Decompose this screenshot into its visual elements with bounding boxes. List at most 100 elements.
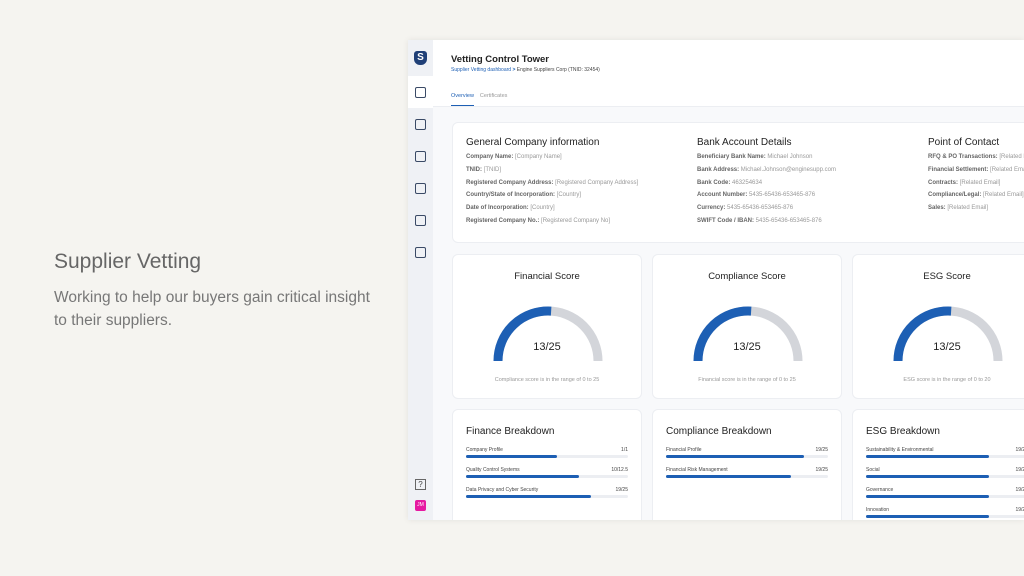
breakdown-item: Innovation 19/25	[866, 507, 1024, 518]
item-value: 19/25	[1015, 467, 1024, 473]
info-row: Currency: 5435-65436-653465-876	[697, 202, 836, 215]
tab-certificates[interactable]: Certificates	[479, 93, 508, 99]
score-title: ESG Score	[923, 271, 971, 282]
item-label: Company Profile	[466, 447, 503, 453]
field-label: Currency:	[697, 205, 726, 212]
field-value: 5435-65436-653465-876	[749, 192, 816, 199]
breakdown-card: Compliance Breakdown Financial Profile 19/…	[652, 409, 842, 520]
breadcrumb: Supplier Vetting dashboard > Engine Supp…	[451, 67, 600, 73]
field-label: Financial Settlement:	[928, 166, 989, 173]
layout-icon[interactable]	[415, 119, 426, 130]
breakdown-title: Finance Breakdown	[466, 426, 555, 437]
page-title: Vetting Control Tower	[451, 54, 549, 65]
field-label: Country/State of Incorporation:	[466, 192, 555, 199]
breadcrumb-link[interactable]: Supplier Vetting dashboard	[451, 67, 512, 73]
document-icon[interactable]	[415, 151, 426, 162]
avatar[interactable]: JM	[415, 500, 426, 511]
field-value: [Registered Company Address]	[555, 179, 639, 186]
field-value: 5435-65436-653465-876	[755, 217, 822, 224]
breakdown-card: Finance Breakdown Company Profile 1/1 Quali…	[452, 409, 642, 520]
item-label: Financial Risk Management	[666, 467, 728, 473]
breakdown-item: Quality Control Systems 10/12.5	[466, 467, 628, 478]
breakdown-item: Company Profile 1/1	[466, 447, 628, 458]
clipboard-check-icon[interactable]	[415, 87, 426, 98]
tabs: Overview Certificates	[451, 93, 513, 106]
score-title: Financial Score	[514, 271, 580, 282]
item-value: 1/1	[621, 447, 628, 453]
field-value: [Related Email]	[990, 166, 1024, 173]
section-title: Point of Contact	[928, 137, 1000, 148]
score-gauge	[493, 306, 603, 362]
breakdown-card: ESG Breakdown Sustainability & Environmen…	[852, 409, 1024, 520]
score-gauge	[693, 306, 803, 362]
field-label: Beneficiary Bank Name:	[697, 154, 766, 160]
gauge-track	[893, 306, 1003, 362]
field-label: RFQ & PO Transactions:	[928, 154, 998, 160]
item-label: Sustainability & Environmental	[866, 447, 934, 453]
item-value: 19/25	[815, 447, 828, 453]
item-label: Quality Control Systems	[466, 467, 520, 473]
header: Vetting Control Tower Supplier Vetting d…	[433, 40, 1024, 107]
info-row: Financial Settlement: [Related Email]	[928, 164, 1024, 177]
progress-fill	[866, 495, 990, 498]
hero-title: Supplier Vetting	[54, 250, 202, 273]
progress-bar	[866, 515, 1024, 518]
field-value: [Country]	[530, 205, 555, 212]
item-label: Governance	[866, 487, 894, 493]
item-label: Financial Profile	[666, 447, 702, 453]
field-label: Company Name:	[466, 154, 514, 160]
info-section: General Company information Company Name:…	[466, 137, 638, 228]
score-note: ESG score is in the range of 0 to 20	[903, 377, 991, 383]
tab-overview[interactable]: Overview	[451, 93, 474, 106]
score-gauge	[893, 306, 1003, 362]
field-value: [Related Email]	[959, 179, 1001, 186]
progress-fill	[866, 455, 990, 458]
progress-fill	[866, 475, 990, 478]
score-card: Compliance Score 13/25 Financial score is …	[652, 254, 842, 399]
help-icon[interactable]: ?	[415, 479, 426, 490]
score-card: Financial Score 13/25 Compliance score is …	[452, 254, 642, 399]
info-row: Company Name: [Company Name]	[466, 151, 638, 164]
score-value: 13/25	[733, 341, 761, 353]
report-icon[interactable]	[415, 247, 426, 258]
field-label: TNID:	[466, 166, 482, 173]
info-row: RFQ & PO Transactions: [Related Email]	[928, 151, 1024, 164]
score-title: Compliance Score	[708, 271, 786, 282]
logo[interactable]: S	[414, 51, 427, 65]
info-row: TNID: [TNID]	[466, 164, 638, 177]
chevron-right-icon: >	[512, 67, 516, 73]
item-value: 19/25	[615, 487, 628, 493]
field-label: Bank Address:	[697, 166, 740, 173]
field-label: Compliance/Legal:	[928, 192, 982, 199]
item-value: 10/12.5	[611, 467, 628, 473]
search-doc-icon[interactable]	[415, 215, 426, 226]
info-row: Date of Incorporation: [Country]	[466, 202, 638, 215]
field-label: Sales:	[928, 205, 946, 212]
company-info-card: General Company information Company Name:…	[452, 122, 1024, 243]
progress-fill	[466, 475, 580, 478]
dollar-icon[interactable]	[415, 183, 426, 194]
field-label: Registered Company No.:	[466, 217, 540, 224]
field-value: Michael.Johnson@enginesupp.com	[740, 166, 836, 173]
progress-fill	[866, 515, 990, 518]
sidebar: S ? JM	[408, 40, 433, 520]
section-title: General Company information	[466, 137, 600, 148]
hero: Supplier Vetting Working to help our buy…	[54, 250, 374, 332]
item-label: Social	[866, 467, 880, 473]
field-label: Date of Incorporation:	[466, 205, 529, 212]
breakdown-item: Governance 19/25	[866, 487, 1024, 498]
gauge-fill	[693, 306, 752, 362]
info-row: Beneficiary Bank Name: Michael Johnson	[697, 151, 836, 164]
field-value: Michael Johnson	[767, 154, 813, 160]
item-value: 19/25	[1015, 447, 1024, 453]
info-row: Account Number: 5435-65436-653465-876	[697, 189, 836, 202]
breakdown-title: Compliance Breakdown	[666, 426, 772, 437]
field-value: [Company Name]	[515, 154, 562, 160]
info-row: Bank Address: Michael.Johnson@enginesupp…	[697, 164, 836, 177]
info-row: Registered Company No.: [Registered Comp…	[466, 215, 638, 228]
breakdown-item: Financial Profile 19/25	[666, 447, 828, 458]
score-value: 13/25	[933, 341, 961, 353]
field-value: [TNID]	[483, 166, 502, 173]
progress-bar	[466, 455, 628, 458]
field-value: [Related Email]	[999, 154, 1024, 160]
